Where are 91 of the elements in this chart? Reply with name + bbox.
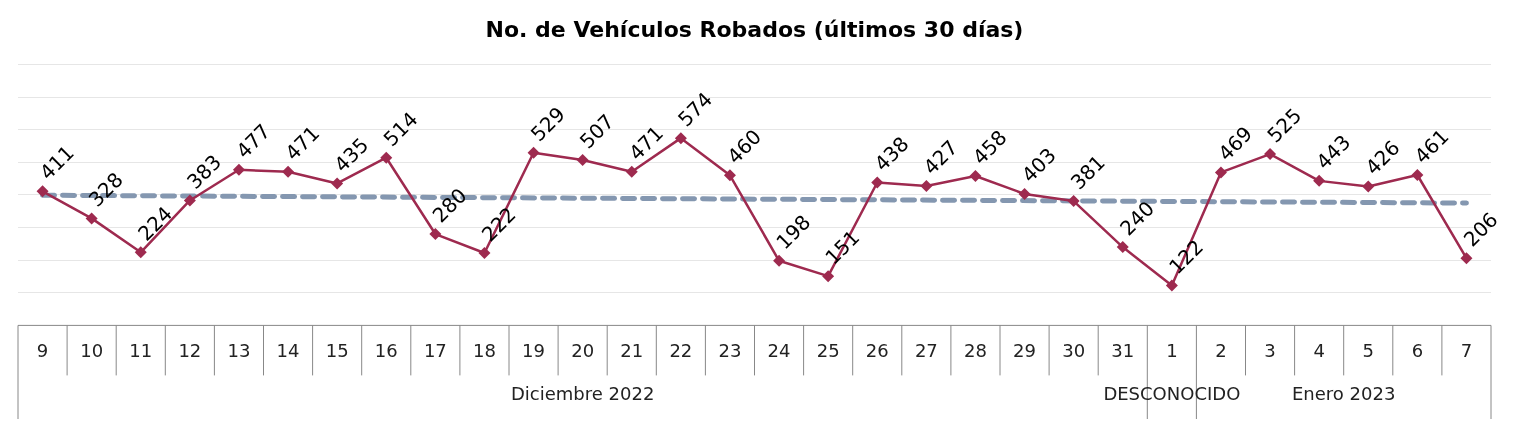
x-tick-label: 4: [1313, 339, 1325, 361]
x-tick-label: 14: [276, 339, 300, 361]
point: [723, 169, 736, 182]
x-tick-label: 31: [1111, 339, 1135, 361]
point: [625, 165, 638, 178]
point: [674, 132, 687, 145]
point: [183, 194, 196, 207]
x-tick-label: 22: [669, 339, 693, 361]
x-tick-label: 11: [129, 339, 153, 361]
x-tick-label: 15: [325, 339, 349, 361]
point: [920, 180, 933, 193]
point: [1411, 169, 1424, 181]
x-tick-label: 26: [865, 339, 889, 361]
point: [134, 246, 147, 259]
data-label: 381: [1065, 150, 1110, 195]
data-label: 443: [1311, 130, 1356, 175]
x-tick-label: 1: [1166, 339, 1178, 361]
x-tick-label: 12: [178, 339, 202, 361]
point: [576, 153, 589, 166]
x-tick-label: 27: [914, 339, 938, 361]
x-tick-label: 23: [718, 339, 742, 361]
data-label: 435: [329, 132, 374, 177]
data-label: 427: [918, 135, 963, 180]
data-label: 403: [1016, 143, 1061, 188]
point: [232, 163, 245, 176]
data-label: 411: [34, 140, 79, 185]
x-tick-label: 9: [36, 339, 49, 361]
point: [478, 246, 491, 259]
data-label: 198: [771, 210, 816, 255]
data-label: 477: [231, 119, 276, 163]
point: [85, 212, 98, 225]
x-tick-label: 19: [522, 339, 545, 361]
point: [1214, 166, 1227, 179]
point: [1165, 279, 1178, 292]
point: [36, 185, 49, 198]
point: [773, 254, 786, 267]
x-tick-label: 5: [1362, 339, 1374, 361]
text: Enero 2023: [1292, 383, 1396, 405]
text: DESCONOCIDO: [1103, 383, 1241, 405]
point: [1313, 174, 1326, 187]
data-label: 458: [967, 125, 1012, 170]
data-label: 469: [1213, 121, 1258, 166]
x-tick-label: 10: [80, 339, 104, 361]
point: [1264, 148, 1277, 161]
data-label: 514: [378, 106, 423, 151]
x-tick-label: 20: [571, 339, 595, 361]
data-label: 529: [525, 102, 570, 147]
x-tick-label: 25: [816, 339, 840, 361]
point: [1116, 241, 1129, 254]
point: [871, 176, 884, 189]
data-label: 240: [1114, 196, 1159, 241]
data-label: 460: [722, 124, 767, 169]
point: [1018, 187, 1031, 200]
x-tick-label: 16: [374, 339, 398, 361]
text: Diciembre 2022: [510, 383, 655, 405]
data-label: 438: [869, 131, 914, 176]
x-tick-label: 13: [227, 339, 251, 361]
data-label: 574: [673, 87, 718, 132]
x-tick-label: 30: [1062, 339, 1086, 361]
x-tick-label: 24: [767, 339, 791, 361]
point: [1460, 252, 1473, 265]
x-tick-label: 6: [1411, 339, 1424, 361]
chart-title: No. de Vehículos Robados (últimos 30 días): [485, 16, 1024, 42]
data-label: 471: [623, 120, 668, 165]
data-label: 426: [1360, 135, 1405, 180]
data-label: 222: [476, 202, 521, 247]
data-label: 122: [1164, 234, 1209, 279]
data-label: 461: [1409, 124, 1454, 169]
point: [1067, 195, 1080, 208]
x-tick-label: 28: [964, 339, 987, 361]
x-tick-label: 21: [620, 339, 644, 361]
point: [429, 228, 442, 241]
x-tick-label: 29: [1013, 339, 1036, 361]
x-tick-label: 3: [1264, 339, 1276, 361]
data-label: 151: [820, 225, 865, 270]
x-tick-label: 18: [473, 339, 496, 361]
point: [380, 151, 393, 164]
x-tick-label: 7: [1460, 339, 1473, 361]
point: [331, 177, 344, 190]
point: [969, 169, 982, 182]
data-label: 280: [427, 183, 472, 228]
data-label: 328: [83, 167, 128, 212]
point: [1362, 180, 1375, 193]
x-tick-label: 17: [423, 339, 447, 361]
data-label: 471: [280, 120, 325, 165]
point: [282, 165, 295, 178]
x-tick-label: 2: [1215, 339, 1227, 361]
point: [527, 146, 540, 159]
data-label: 383: [182, 149, 227, 194]
point: [822, 270, 835, 283]
data-label: 224: [132, 201, 177, 246]
